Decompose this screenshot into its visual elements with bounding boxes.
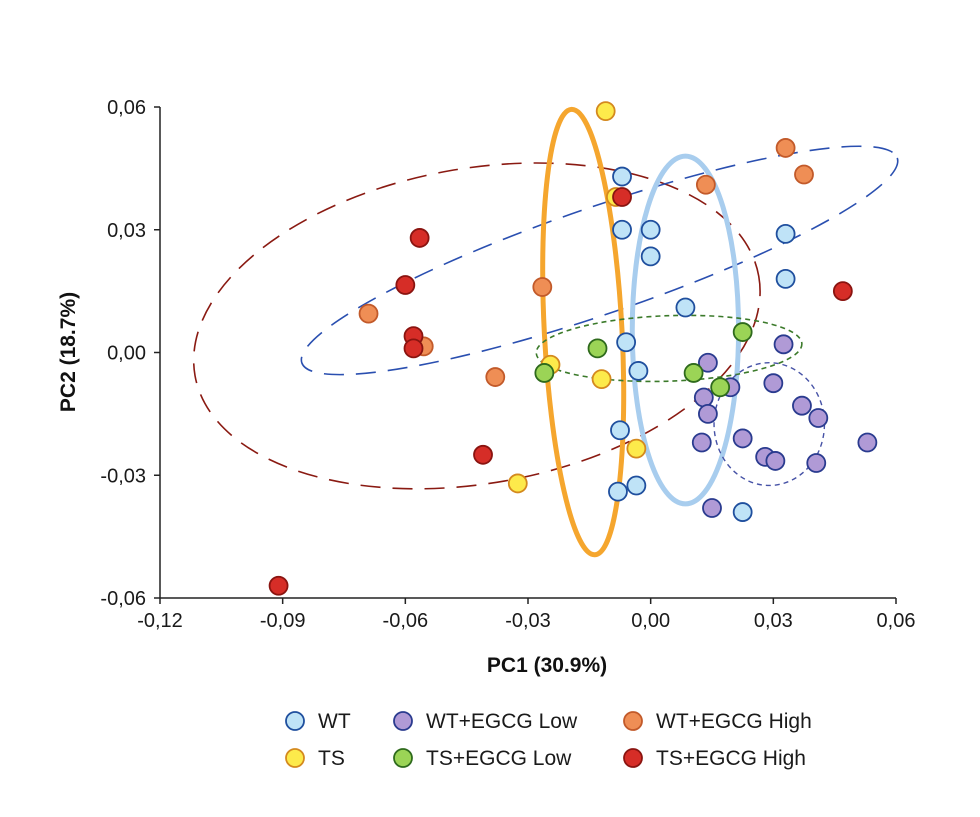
point-wtl [698, 403, 718, 424]
point-tsh [409, 228, 430, 248]
legend-marker-tsh [623, 748, 643, 768]
point-ts [591, 369, 612, 389]
point-wtl [763, 373, 784, 394]
point-wtl [702, 498, 722, 518]
point-wtl [857, 432, 878, 453]
point-wtl [806, 453, 827, 473]
point-ts [626, 438, 647, 459]
y-axis-label: PC2 (18.7%) [57, 292, 80, 412]
point-tsl [710, 377, 731, 398]
ellipse-wth [300, 145, 899, 376]
point-wt [610, 420, 630, 441]
legend-marker-ts [285, 748, 305, 768]
point-wt [612, 219, 632, 240]
point-wt [616, 332, 637, 353]
legend-label-wtl: WT+EGCG Low [426, 710, 578, 733]
point-wtl [808, 408, 829, 428]
legend-item-wtl: WT+EGCG Low [393, 710, 578, 733]
legend-marker-wth [623, 711, 643, 731]
point-wt [608, 481, 628, 502]
ellipse-tsl [535, 314, 803, 383]
point-tsh [832, 281, 853, 302]
point-wth [532, 277, 553, 297]
legend-marker-wtl [393, 711, 413, 731]
point-wtl [693, 387, 714, 408]
point-wt [626, 475, 647, 496]
point-tsl [587, 338, 608, 359]
point-tsh [268, 575, 289, 596]
legend-label-wth: WT+EGCG High [656, 710, 812, 733]
legend-label-tsh: TS+EGCG High [656, 747, 806, 770]
point-tsh [473, 444, 493, 465]
point-wtl [792, 395, 812, 416]
y-tick-label: 0,03 [107, 220, 146, 242]
point-wt [732, 502, 753, 522]
x-tick-label: -0,06 [383, 610, 429, 632]
legend-label-tsl: TS+EGCG Low [426, 747, 572, 770]
point-tsl [732, 322, 753, 342]
point-ts [507, 473, 528, 494]
x-tick-label: -0,09 [260, 610, 306, 632]
point-wt [612, 166, 632, 187]
ellipse-tsh [192, 162, 761, 490]
y-ticks: 0,06 0,03 0,00 -0,03 -0,06 [100, 97, 160, 610]
legend: WT WT+EGCG Low WT+EGCG High TS TS+EGCG Low TS… [285, 710, 812, 770]
ellipse-wt [629, 153, 742, 507]
point-wt [675, 297, 696, 318]
legend-item-ts: TS [285, 747, 345, 770]
point-tsh [403, 338, 424, 359]
legend-item-wt: WT [285, 710, 351, 733]
point-wth [358, 303, 379, 324]
y-tick-label: 0,06 [107, 97, 146, 119]
x-tick-label: 0,06 [877, 610, 916, 632]
x-tick-label: 0,03 [754, 610, 793, 632]
x-axis-label: PC1 (30.9%) [487, 654, 607, 677]
x-tick-label: -0,03 [505, 610, 551, 632]
point-wt [775, 268, 796, 289]
point-wtl [765, 451, 786, 471]
point-wth [485, 367, 506, 387]
point-ts [595, 101, 616, 121]
y-tick-label: -0,03 [100, 465, 146, 487]
ellipse-ts [540, 106, 627, 558]
point-wtl [691, 432, 712, 453]
point-wt [628, 361, 649, 381]
point-wt [640, 246, 661, 267]
point-wtl [698, 352, 718, 373]
x-tick-label: 0,00 [631, 610, 670, 632]
y-tick-label: -0,06 [100, 588, 146, 610]
point-wth [695, 174, 716, 195]
legend-label-wt: WT [318, 710, 351, 733]
point-wt [640, 219, 661, 240]
x-ticks: -0,12 -0,09 -0,06 -0,03 0,00 0,03 0,06 [137, 598, 915, 632]
legend-marker-tsl [393, 748, 413, 768]
point-tsl [683, 363, 704, 383]
x-tick-label: -0,12 [137, 610, 183, 632]
point-wtl [773, 334, 794, 355]
legend-marker-wt [285, 711, 305, 731]
legend-item-tsl: TS+EGCG Low [393, 747, 572, 770]
legend-label-ts: TS [318, 747, 345, 770]
point-tsh [395, 275, 416, 295]
legend-item-tsh: TS+EGCG High [623, 747, 806, 770]
point-wt [775, 223, 796, 244]
legend-item-wth: WT+EGCG High [623, 710, 812, 733]
data-points [268, 101, 878, 596]
point-wtl [732, 428, 753, 449]
point-wth [794, 164, 814, 185]
point-wth [775, 138, 796, 158]
point-tsl [534, 363, 555, 383]
y-tick-label: 0,00 [107, 343, 146, 365]
point-tsh [612, 187, 632, 207]
